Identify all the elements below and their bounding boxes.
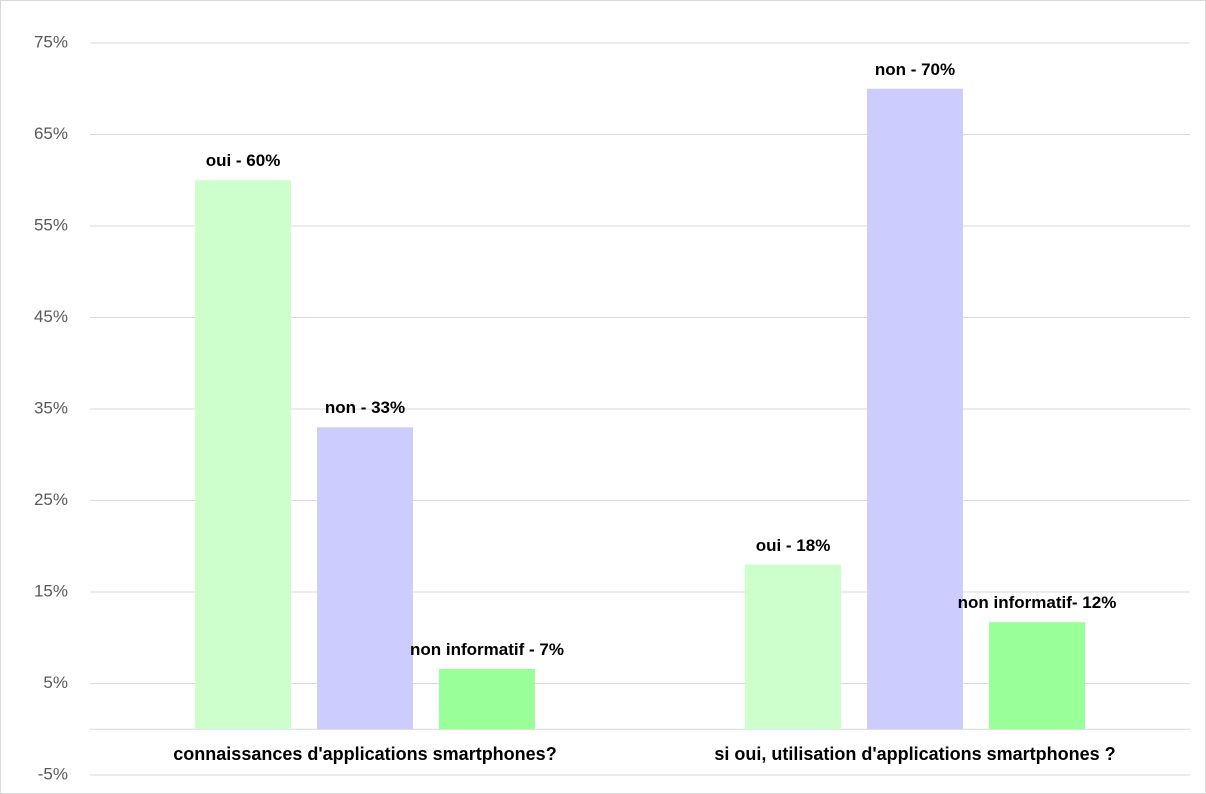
data-label: non informatif- 12% [957, 593, 1117, 613]
data-label: oui - 60% [205, 151, 281, 171]
bar [317, 427, 413, 730]
bar [745, 564, 841, 730]
y-tick-label: 65% [34, 124, 68, 143]
x-tick-label: si oui, utilisation d'applications smart… [714, 744, 1115, 764]
y-tick-label: 45% [34, 307, 68, 326]
bar [867, 88, 963, 730]
y-tick-label: 75% [34, 32, 68, 51]
y-tick-label: 5% [43, 673, 68, 692]
data-label: oui - 18% [755, 535, 831, 555]
x-tick-label: connaissances d'applications smartphones… [173, 744, 556, 764]
data-label: non informatif - 7% [410, 639, 564, 659]
y-tick-label: 15% [34, 581, 68, 600]
y-tick-label: 35% [34, 398, 68, 417]
y-tick-label: 25% [34, 490, 68, 509]
bar [439, 668, 535, 730]
data-label: non - 70% [874, 59, 956, 79]
bar [989, 622, 1085, 730]
data-label: non - 33% [324, 398, 406, 418]
y-tick-label: 55% [34, 215, 68, 234]
y-tick-label: -5% [38, 764, 68, 783]
bar [195, 180, 291, 730]
